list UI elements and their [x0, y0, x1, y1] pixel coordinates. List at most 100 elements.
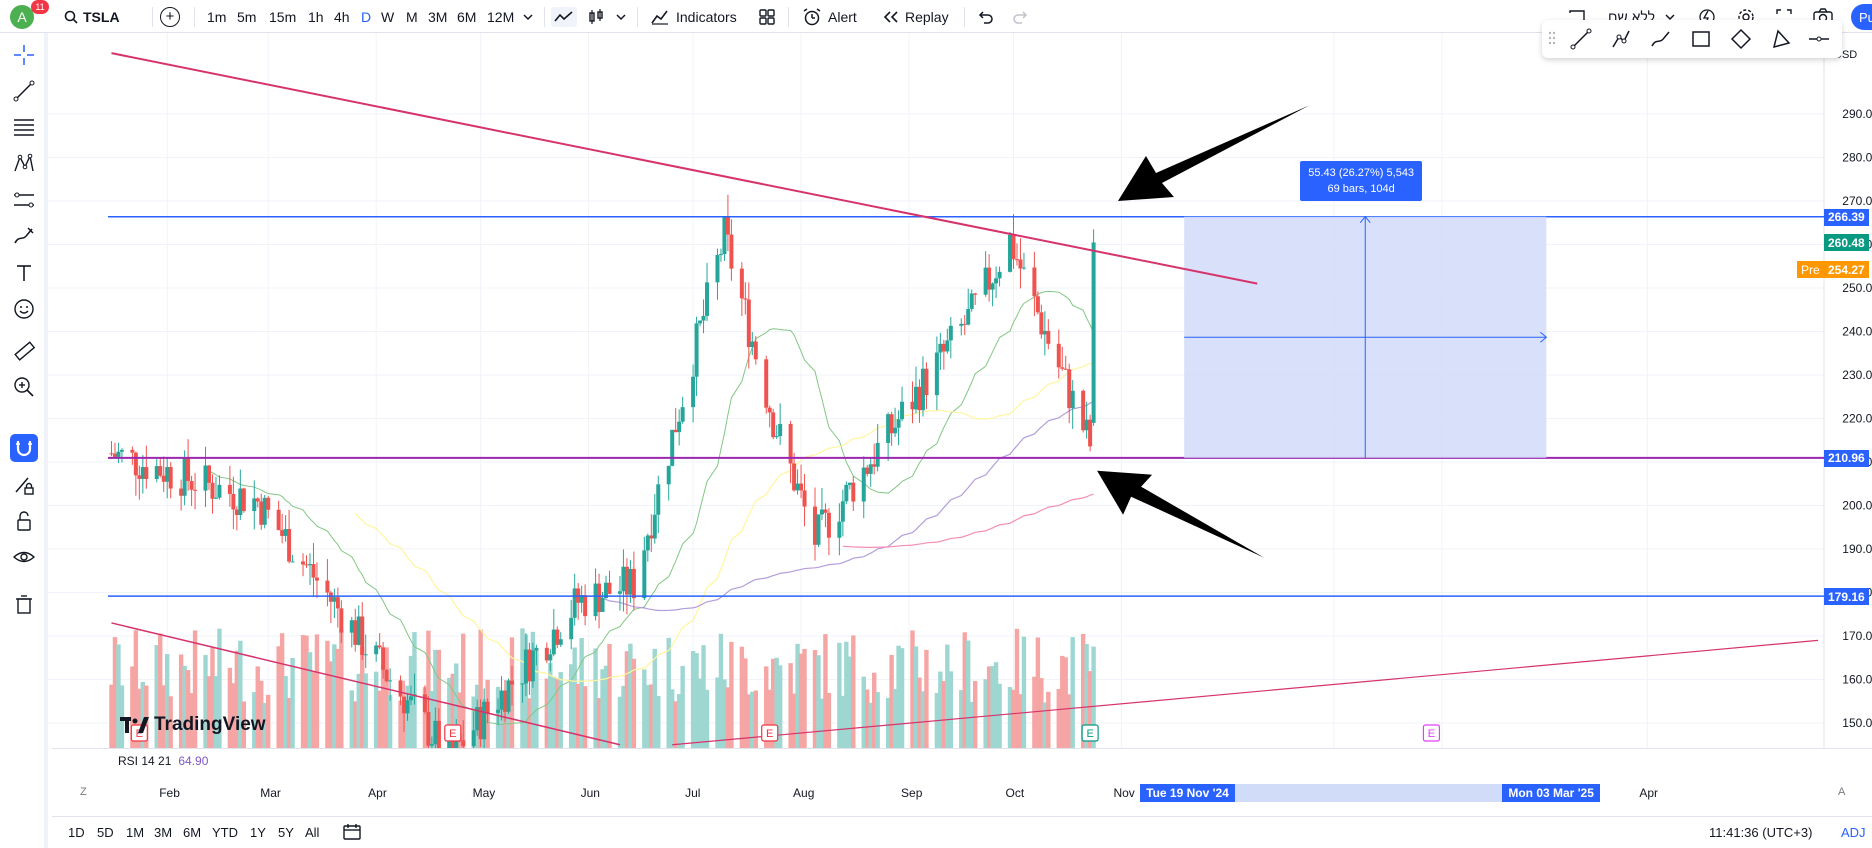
- drag-handle[interactable]: [1548, 30, 1556, 49]
- ma-150-line: [842, 493, 1094, 548]
- candle-body: [276, 509, 281, 531]
- float-trend-line-tool[interactable]: [1570, 28, 1592, 53]
- symbol-search[interactable]: TSLA: [64, 0, 120, 33]
- candle-body: [948, 325, 953, 341]
- candle-body: [311, 564, 316, 578]
- time-axis[interactable]: Z A FebMarAprMayJunJulAugSepOctNov2025Fe…: [52, 784, 1872, 802]
- chart-type-candles-button[interactable]: [587, 0, 605, 33]
- candle-body: [140, 467, 145, 479]
- interval-w[interactable]: W: [381, 8, 395, 25]
- price-tick-label: 270.00: [1842, 194, 1872, 208]
- time-tick-label: May: [472, 786, 496, 800]
- range-ytd[interactable]: YTD: [212, 825, 238, 840]
- pattern-tool[interactable]: [10, 150, 38, 178]
- replay-label: Replay: [905, 8, 949, 25]
- redo-button[interactable]: [1012, 0, 1030, 33]
- interval-4h[interactable]: 4h: [334, 8, 350, 25]
- range-1d[interactable]: 1D: [68, 825, 85, 840]
- goto-date-button[interactable]: [342, 823, 362, 844]
- volume-bar: [335, 648, 341, 748]
- time-tick-label: Aug: [793, 786, 815, 800]
- float-brush-tool[interactable]: [1650, 28, 1672, 53]
- candle-body: [328, 592, 333, 602]
- forecast-tool[interactable]: [10, 186, 38, 214]
- time-tick-label: Apr: [368, 786, 387, 800]
- user-avatar[interactable]: A: [10, 5, 34, 29]
- undo-button[interactable]: [976, 0, 994, 33]
- volume-bar: [461, 633, 466, 748]
- interval-5m[interactable]: 5m: [237, 8, 257, 25]
- volume-bar: [568, 664, 574, 748]
- candle-body: [1014, 259, 1019, 261]
- fib-tool[interactable]: [10, 113, 38, 141]
- candle-body: [161, 475, 166, 482]
- candle-body: [314, 577, 319, 581]
- lower-trendline: [111, 622, 621, 746]
- compare-symbol-button[interactable]: +: [160, 0, 180, 33]
- float-path-tool[interactable]: [1610, 28, 1632, 53]
- price-chart[interactable]: 150.00160.00170.00180.00190.00200.00210.…: [48, 33, 1872, 748]
- float-polygon-tool[interactable]: [1730, 28, 1752, 53]
- interval-1h[interactable]: 1h: [308, 8, 324, 25]
- candle-body: [767, 407, 772, 413]
- float-triangle-tool[interactable]: [1770, 28, 1792, 53]
- zoom-tool[interactable]: [10, 373, 38, 401]
- interval-6m[interactable]: 6M: [457, 8, 477, 25]
- float-rectangle-tool[interactable]: [1690, 28, 1712, 53]
- volume-bar: [966, 640, 971, 748]
- volume-bar: [137, 688, 142, 748]
- crosshair-tool[interactable]: [10, 41, 38, 69]
- rsi-pane-header[interactable]: RSI 14 21 64.90: [52, 748, 1872, 772]
- volume-bar: [259, 680, 264, 748]
- publish-button[interactable]: Pu: [1851, 4, 1872, 30]
- interval-15m[interactable]: 15m: [269, 8, 297, 25]
- candle-body: [422, 694, 427, 712]
- candle-body: [203, 465, 208, 491]
- lock-all-tool[interactable]: [10, 507, 38, 535]
- range-3m[interactable]: 3M: [154, 825, 173, 840]
- float-horizontal-ray-tool[interactable]: [1808, 28, 1830, 53]
- interval-m[interactable]: M: [406, 8, 418, 25]
- text-tool[interactable]: [10, 259, 38, 287]
- candle-body: [725, 216, 730, 235]
- remove-drawings-tool[interactable]: [10, 590, 38, 618]
- range-5y[interactable]: 5Y: [278, 825, 294, 840]
- range-5d[interactable]: 5D: [97, 825, 114, 840]
- alert-button[interactable]: Alert: [802, 0, 857, 33]
- layout-icon-button[interactable]: [1568, 0, 1586, 33]
- interval-1m[interactable]: 1m: [207, 8, 227, 25]
- range-1y[interactable]: 1Y: [250, 825, 266, 840]
- hide-drawings-tool[interactable]: [10, 543, 38, 571]
- volume-bar: [325, 640, 330, 748]
- templates-button[interactable]: [758, 0, 776, 33]
- interval-12m[interactable]: 12M: [487, 8, 515, 25]
- time-tick-label: Apr: [1639, 786, 1659, 800]
- volume-bar: [185, 670, 191, 748]
- volume-bar: [499, 696, 504, 748]
- clock[interactable]: 11:41:36 (UTC+3): [1709, 825, 1813, 840]
- chart-type-line-button[interactable]: [551, 0, 577, 33]
- indicators-button[interactable]: Indicators: [650, 0, 737, 33]
- chart-type-dropdown[interactable]: [615, 0, 627, 33]
- lock-drawing-tool[interactable]: [10, 471, 38, 499]
- volume-bar: [847, 656, 853, 748]
- replay-button[interactable]: Replay: [882, 0, 949, 33]
- brush-tool[interactable]: [10, 222, 38, 250]
- range-6m[interactable]: 6M: [183, 825, 202, 840]
- range-all[interactable]: All: [305, 825, 320, 840]
- interval-d[interactable]: D: [361, 8, 372, 25]
- candle-body: [259, 501, 264, 525]
- magnet-tool[interactable]: [10, 434, 38, 462]
- trend-line-tool[interactable]: [10, 77, 38, 105]
- layout-dropdown[interactable]: [1664, 0, 1676, 33]
- price-tag-lower-line: 179.16: [1824, 588, 1869, 606]
- candle-body: [872, 464, 877, 467]
- emoji-tool[interactable]: [10, 295, 38, 323]
- interval-dropdown[interactable]: [522, 0, 534, 33]
- polygon-icon: [1730, 28, 1752, 50]
- interval-3m[interactable]: 3M: [428, 8, 448, 25]
- adj-toggle[interactable]: ADJ: [1841, 825, 1866, 840]
- volume-bar: [986, 666, 992, 748]
- ruler-tool[interactable]: [10, 337, 38, 365]
- range-1m[interactable]: 1M: [126, 825, 145, 840]
